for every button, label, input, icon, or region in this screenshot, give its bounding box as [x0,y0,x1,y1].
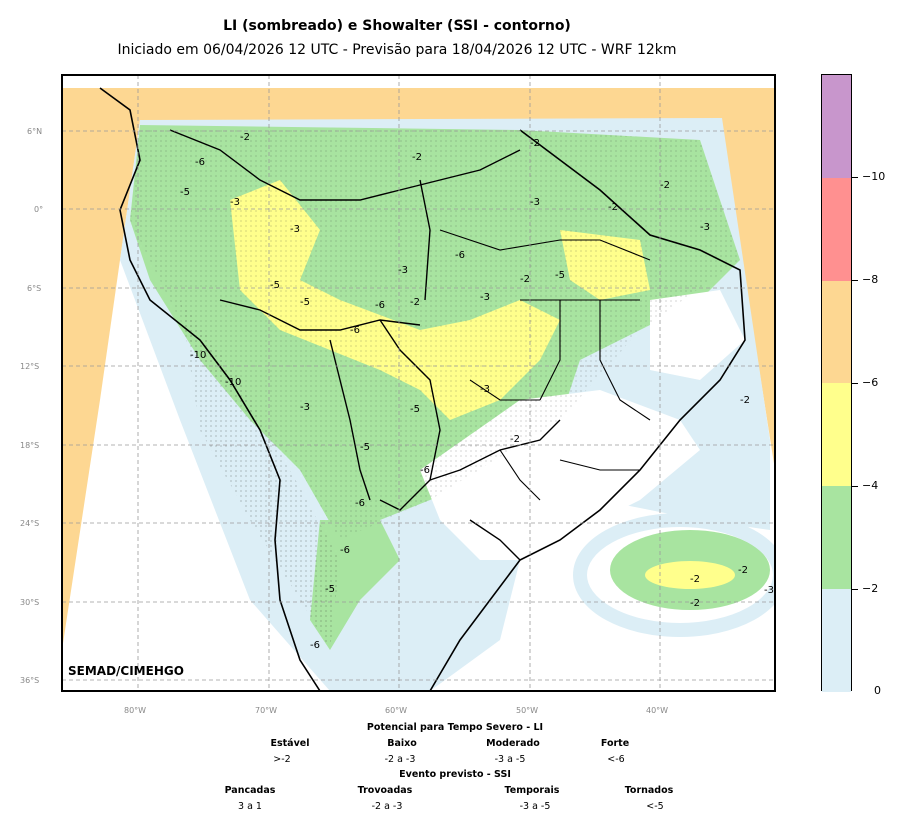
li-zone-atlantic-blue [573,513,775,637]
li-legend-title: Potencial para Tempo Severo - LI [366,722,544,733]
li-zone-atlantic-yellow [645,561,735,589]
contour-label: -2 [690,574,700,585]
contour-label: -3 [230,197,240,208]
contour-label: -5 [360,442,370,453]
lat-label: 24°S [20,519,39,528]
contour-label: -5 [180,187,190,198]
contour-labels: -2 -6 -5 -3 -3 -5 -5 -6 -2 -6 -3 -6 -3 -… [180,132,774,651]
contour-label: -6 [455,250,465,261]
colorbar-segment [822,281,851,383]
map-frame [61,74,776,692]
ssi-legend-title: Evento previsto - SSI [399,769,511,780]
lat-label: 6°S [27,284,41,293]
ssi-category-label: Tornados [624,785,674,796]
contour-label: -3 [480,292,490,303]
contour-label: -3 [300,402,310,413]
li-category-range: -2 a -3 [384,754,416,765]
lon-label: 60°W [385,706,407,715]
lon-label: 40°W [646,706,668,715]
contour-label: -10 [225,377,241,388]
contour-label: -2 [738,565,748,576]
li-category-label: Forte [600,738,630,749]
lon-label: 70°W [255,706,277,715]
contour-label: -2 [530,138,540,149]
lon-label: 50°W [516,706,538,715]
colorbar-tick: −4 [852,479,878,492]
colorbar-segment [822,589,851,692]
ssi-category-range: -2 a -3 [371,801,403,812]
ssi-dotted-area [130,130,740,540]
contour-label: -5 [300,297,310,308]
contour-label: -6 [340,545,350,556]
colorbar-tick: −6 [852,376,878,389]
li-category-label: Moderado [486,738,540,749]
contour-label: -6 [195,157,205,168]
lat-label: 18°S [20,441,39,450]
lat-label: 36°S [20,676,39,685]
lon-label: 80°W [124,706,146,715]
contour-label: -6 [420,465,430,476]
li-category-range: -3 a -5 [494,754,526,765]
colorbar-segment [822,178,851,281]
graticule [62,75,775,691]
ssi-category-range: -3 a -5 [519,801,551,812]
contour-label: -3 [700,222,710,233]
contour-label: -2 [740,395,750,406]
contour-label: -3 [480,384,490,395]
li-category-label: Estável [270,738,310,749]
contour-label: -5 [410,404,420,415]
lat-label: 6°N [27,127,42,136]
contour-label: -3 [764,585,774,596]
ssi-category-label: Temporais [504,785,560,796]
contour-label: -3 [398,265,408,276]
contour-label: -6 [355,498,365,509]
contour-label: -2 [410,297,420,308]
contour-label: -3 [530,197,540,208]
contour-label: -2 [660,180,670,191]
contour-label: -2 [608,202,618,213]
map-subtitle: Iniciado em 06/04/2026 12 UTC - Previsão… [117,42,677,58]
contour-label: -5 [270,280,280,291]
contour-label: -2 [240,132,250,143]
lat-label: 30°S [20,598,39,607]
colorbar-segment [822,75,851,178]
colorbar-segment [822,383,851,486]
colorbar-tick: −2 [852,582,878,595]
contour-label: -2 [520,274,530,285]
contour-label: -2 [690,598,700,609]
ssi-category-range: 3 a 1 [238,801,262,812]
contour-label: -10 [190,350,206,361]
lat-label: 12°S [20,362,39,371]
credit-label: SEMAD/CIMEHGO [68,664,184,678]
li-category-range: >-2 [273,754,291,765]
colorbar-tick: 0 [874,684,881,697]
contour-label: -6 [310,640,320,651]
contour-label: -6 [350,325,360,336]
ssi-category-label: Trovoadas [357,785,413,796]
contour-label: -5 [325,584,335,595]
coastline [99,87,746,691]
contour-label: -2 [412,152,422,163]
contour-label: -6 [375,300,385,311]
state-borders [439,229,651,501]
colorbar-segment [822,486,851,589]
map-title: LI (sombreado) e Showalter (SSI - contor… [223,18,571,34]
land-northeast [650,290,745,380]
lat-label: 0° [34,205,43,214]
li-category-range: <-6 [607,754,625,765]
colorbar-tick: −10 [852,170,885,183]
colorbar-tick: −8 [852,273,878,286]
ssi-dotted-andes [180,300,340,650]
colorbar [821,74,852,692]
li-category-label: Baixo [387,738,417,749]
national-borders [169,129,561,561]
ssi-category-label: Pancadas [224,785,276,796]
contour-label: -5 [555,270,565,281]
contour-label: -2 [510,434,520,445]
ssi-category-range: <-5 [646,801,664,812]
axis-labels: 6°N 0° 6°S 12°S 18°S 24°S 30°S 36°S 80°W… [20,127,668,715]
contour-label: -3 [290,224,300,235]
